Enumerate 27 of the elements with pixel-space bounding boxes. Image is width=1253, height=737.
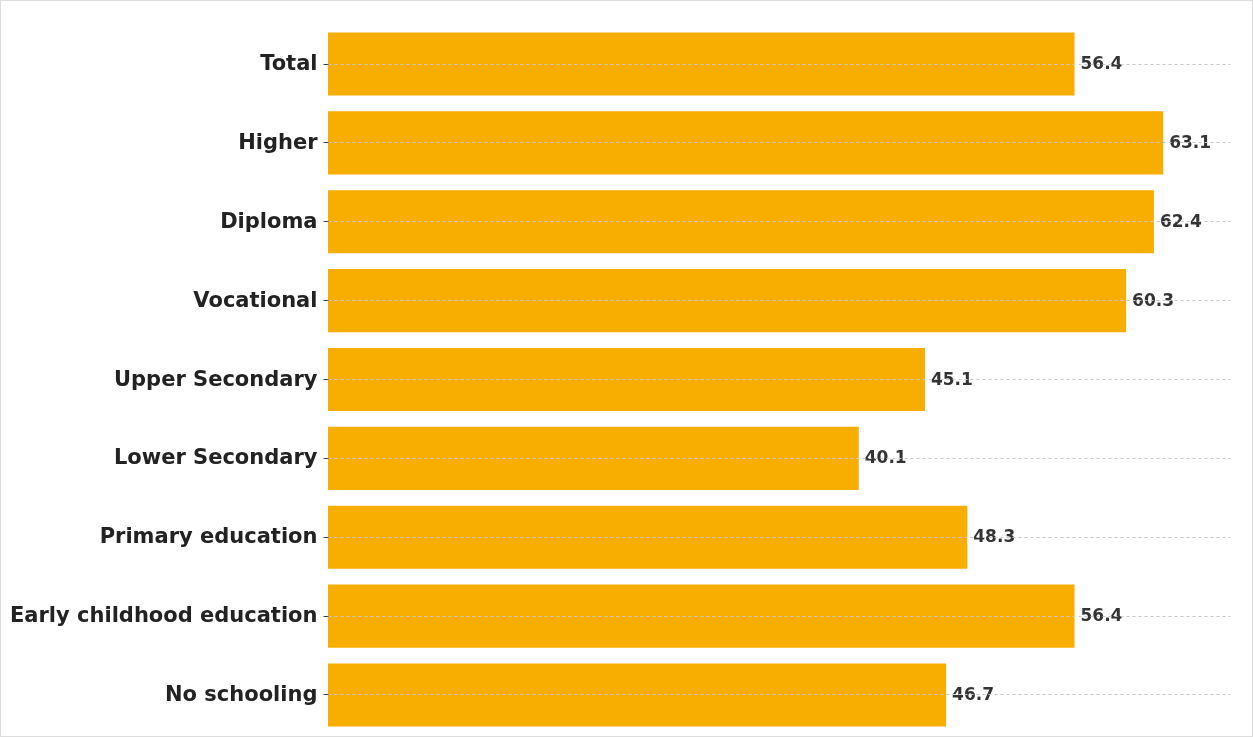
data-label: 56.4 [1080,53,1123,74]
data-label: 46.7 [952,683,995,704]
bar [328,584,1075,648]
y-tick-label: Total [260,51,318,76]
bar [328,505,968,569]
y-tick-label: Lower Secondary [113,445,318,470]
y-tick-label: Diploma [220,208,318,233]
data-label: 62.4 [1159,210,1203,231]
bar [328,190,1154,254]
bar [328,32,1075,96]
y-tick-label: Early childhood education [9,603,318,628]
data-label: 56.4 [1080,605,1123,626]
bar [328,111,1164,175]
y-tick-label: No schooling [165,681,318,706]
bar [328,269,1127,333]
data-label: 63.1 [1169,131,1212,152]
y-tick-label: Primary education [99,524,318,549]
bar [328,426,859,490]
data-label: 45.1 [930,368,973,389]
data-label: 60.3 [1132,289,1175,310]
bar [328,663,947,727]
y-tick-label: Upper Secondary [114,366,318,391]
bar [328,347,925,412]
data-label: 48.3 [973,526,1016,547]
y-tick-label: Vocational [193,287,318,312]
data-label: 40.1 [864,447,907,468]
y-tick-label: Higher [238,129,319,154]
